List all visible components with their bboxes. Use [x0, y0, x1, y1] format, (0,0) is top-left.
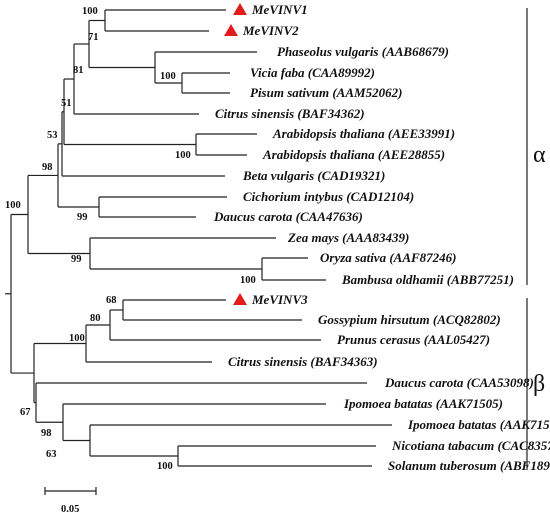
leaf-label-mevinv3: MeVINV3	[251, 292, 308, 307]
highlight-triangle-icon	[233, 3, 247, 15]
bootstrap-value: 80	[90, 313, 101, 324]
leaf-label-cs2: Citrus sinensis (BAF34363)	[228, 354, 378, 369]
leaf-label-zm: Zea mays (AAA83439)	[287, 230, 409, 245]
leaf-label-cs1: Citrus sinensis (BAF34362)	[215, 106, 365, 121]
bootstrap-value: 98	[41, 428, 52, 439]
bootstrap-value: 81	[73, 65, 84, 76]
leaf-label-mevinv2: MeVINV2	[242, 23, 299, 38]
bootstrap-value: 51	[61, 98, 72, 109]
leaf-label-pv: Phaseolus vulgaris (AAB68679)	[277, 44, 449, 59]
bootstrap-value: 99	[71, 254, 82, 265]
bootstrap-value: 100	[157, 461, 173, 472]
leaf-label-at2: Arabidopsis thaliana (AEE28855)	[262, 147, 445, 162]
bootstrap-value: 98	[42, 162, 53, 173]
leaf-label-gh: Gossypium hirsutum (ACQ82802)	[318, 312, 501, 327]
scale-bar-label: 0.05	[61, 504, 79, 515]
leaf-label-dc2: Daucus carota (CAA53098)	[384, 375, 534, 390]
bootstrap-value: 100	[160, 71, 176, 82]
leaf-label-nt: Nicotiana tabacum (CAC83577)	[391, 438, 550, 453]
leaf-label-at1: Arabidopsis thaliana (AEE33991)	[272, 126, 455, 141]
bootstrap-value: 71	[88, 32, 99, 43]
beta-group-label: β	[533, 371, 545, 397]
leaf-label-mevinv1: MeVINV1	[251, 2, 308, 17]
leaf-label-ps: Pisum sativum (AAM52062)	[250, 85, 402, 100]
bootstrap-value: 53	[47, 130, 58, 141]
highlight-triangle-icon	[224, 24, 238, 36]
leaf-label-pc: Prunus cerasus (AAL05427)	[337, 332, 490, 347]
leaf-label-ib2: Ipomoea batatas (AAK71504)	[407, 417, 550, 432]
bootstrap-value: 99	[77, 212, 88, 223]
bootstrap-value: 68	[106, 295, 117, 306]
bootstrap-value: 67	[20, 407, 31, 418]
highlight-triangle-icon	[233, 293, 247, 305]
leaf-label-os: Oryza sativa (AAF87246)	[320, 250, 457, 265]
bootstrap-value: 100	[69, 333, 85, 344]
bootstrap-value: 63	[46, 449, 57, 460]
alpha-group-label: α	[533, 142, 546, 168]
leaf-label-ci: Cichorium intybus (CAD12104)	[243, 189, 414, 204]
bootstrap-value: 100	[5, 200, 21, 211]
leaf-label-st: Solanum tuberosum (ABF18956)	[388, 458, 550, 473]
bootstrap-value: 100	[82, 6, 98, 17]
leaf-label-ib1: Ipomoea batatas (AAK71505)	[343, 396, 503, 411]
leaf-label-dc1: Daucus carota (CAA47636)	[213, 209, 363, 224]
leaf-label-vf: Vicia faba (CAA89992)	[250, 65, 375, 80]
leaf-label-bv: Beta vulgaris (CAD19321)	[242, 168, 385, 183]
bootstrap-value: 100	[240, 275, 256, 286]
leaf-label-bo: Bambusa oldhamii (ABB77251)	[341, 272, 514, 287]
bootstrap-value: 100	[175, 150, 191, 161]
